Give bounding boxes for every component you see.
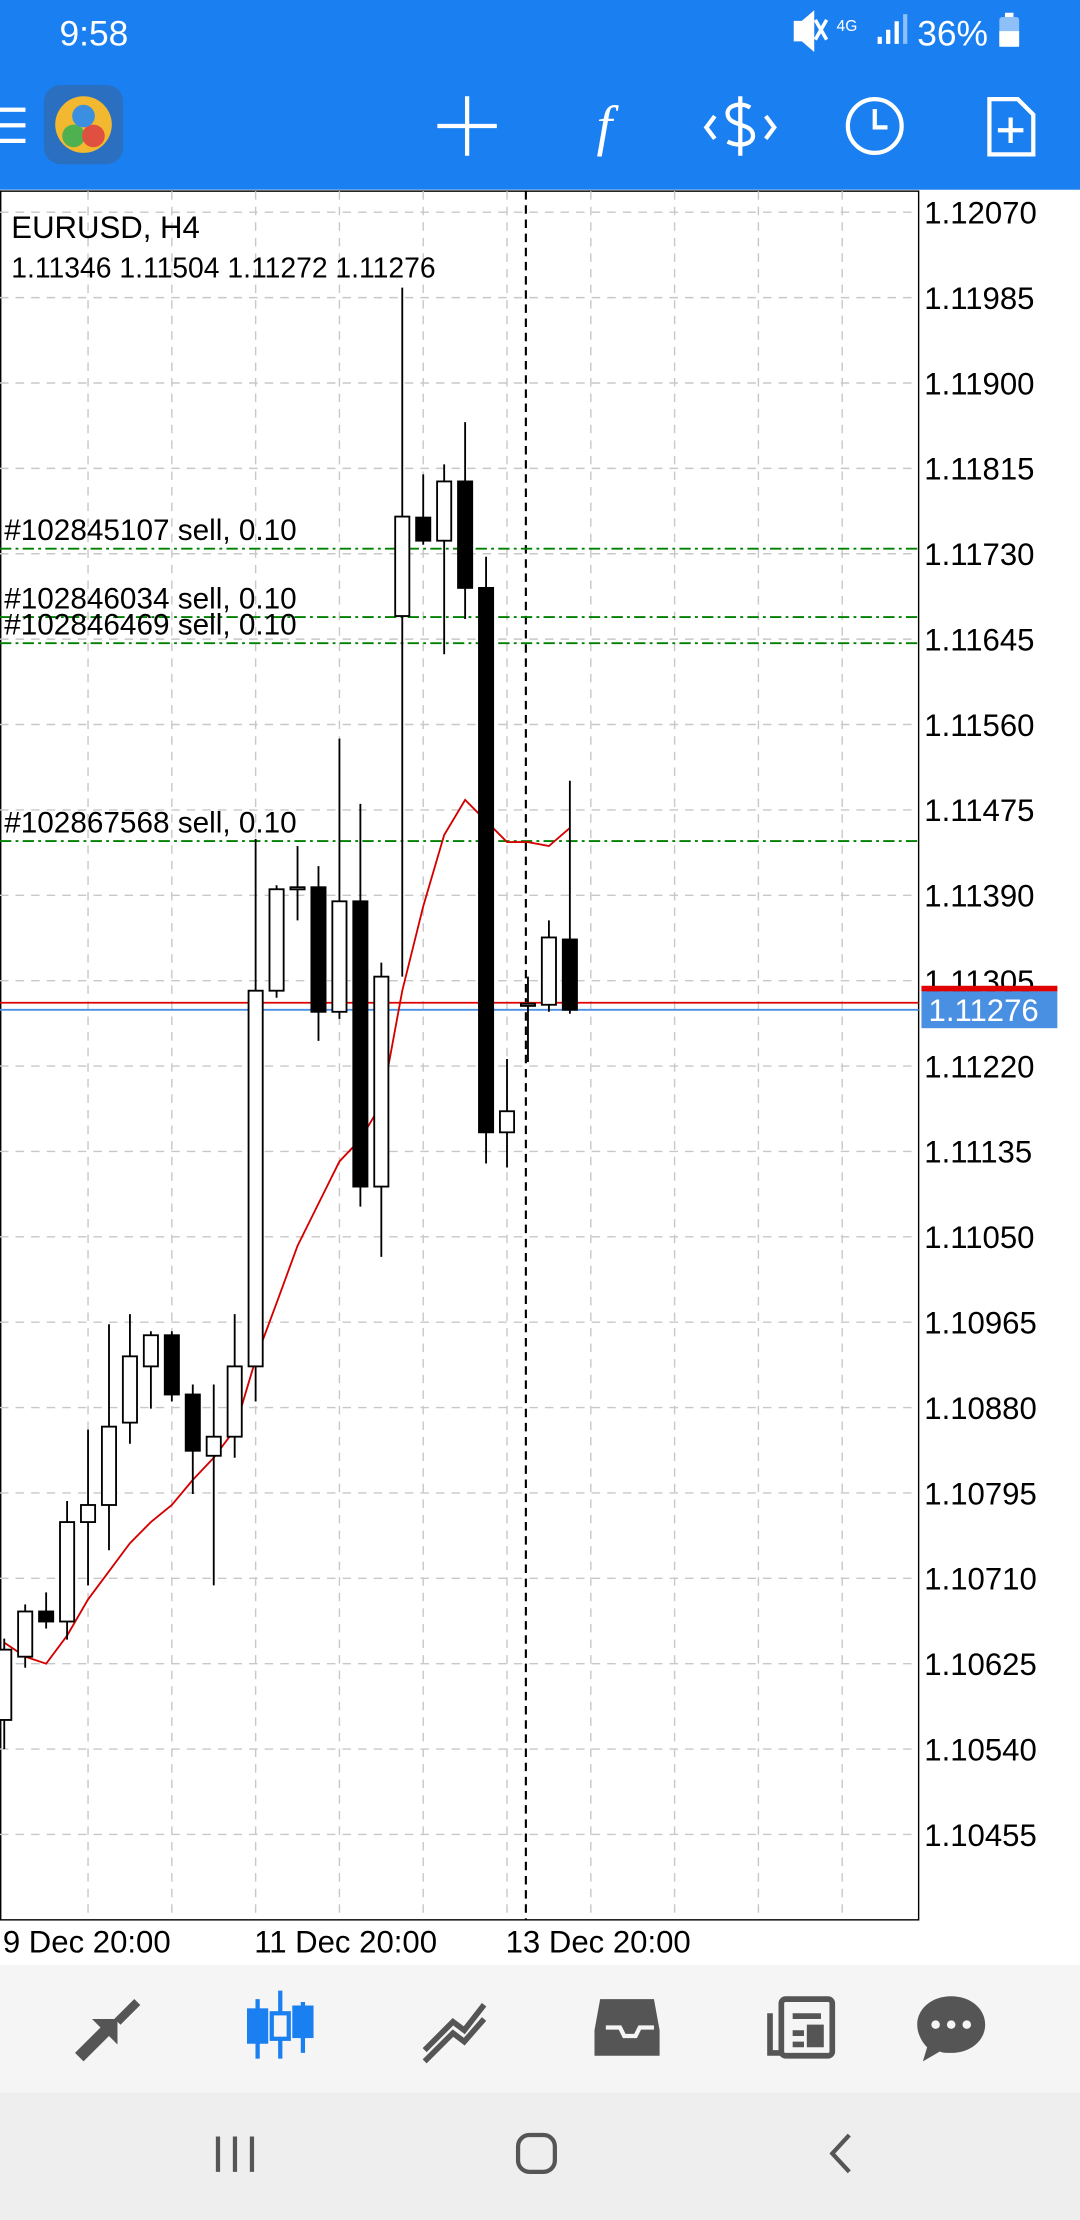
system-nav [0, 2092, 1080, 2220]
mute-icon [793, 10, 829, 52]
candle-body [268, 888, 285, 992]
candle-body [352, 900, 369, 1188]
candle-body [226, 1365, 243, 1438]
network-type: 4G [837, 18, 858, 35]
x-tick-label: 13 Dec 20:00 [506, 1924, 691, 1959]
candle-body [247, 989, 264, 1368]
plot-area [0, 190, 920, 1921]
candle-body [100, 1425, 117, 1506]
candle-body [289, 886, 306, 891]
y-tick-label: 1.11900 [924, 366, 1034, 401]
candle-body [415, 516, 432, 542]
y-tick-label: 1.11475 [924, 793, 1034, 828]
bid-label-bg [921, 991, 1058, 1029]
ask-marker [921, 985, 1058, 992]
candle-body [331, 900, 348, 1013]
candle-body [436, 480, 453, 542]
x-tick-label: 11 Dec 20:00 [254, 1924, 437, 1959]
candle-body [561, 938, 578, 1011]
y-tick-label: 1.11985 [924, 281, 1034, 316]
trade-button[interactable] [703, 96, 777, 156]
moving-average [3, 798, 571, 1665]
candle-body [499, 1110, 516, 1134]
candle-body [457, 480, 474, 589]
order-label: #102846034 sell, 0.10 [4, 583, 296, 616]
candle-body [142, 1334, 159, 1368]
y-tick-label: 1.11815 [924, 452, 1034, 487]
y-tick-label: 1.11135 [924, 1135, 1032, 1170]
candle-body [163, 1334, 180, 1396]
bottom-nav [0, 1965, 1080, 2093]
y-tick-label: 1.10880 [924, 1391, 1037, 1426]
y-tick-label: 1.11560 [924, 708, 1034, 743]
order-label: #102867568 sell, 0.10 [4, 807, 296, 840]
chart-title: EURUSD, H4 [11, 210, 199, 245]
y-tick-label: 1.11050 [924, 1220, 1034, 1255]
signal-icon [877, 14, 908, 44]
candle-body [478, 586, 495, 1134]
app-bar [0, 0, 1080, 190]
chart-tab[interactable] [246, 1990, 314, 2059]
period-button[interactable] [845, 96, 904, 156]
chat-tab[interactable] [917, 1996, 986, 2062]
candle-body [59, 1521, 76, 1623]
candle-body [80, 1504, 97, 1523]
y-tick-label: 1.11220 [924, 1049, 1034, 1084]
candle-body [394, 515, 411, 617]
trade-tab[interactable] [422, 2003, 487, 2064]
quotes-tab[interactable] [75, 1998, 141, 2062]
candle-body [184, 1393, 201, 1452]
candle-body [38, 1610, 55, 1623]
history-tab[interactable] [594, 1999, 660, 2056]
y-tick-label: 1.10965 [924, 1306, 1037, 1341]
status-time: 9:58 [59, 14, 128, 53]
battery-text: 36% [917, 14, 988, 53]
y-tick-label: 1.10540 [924, 1732, 1037, 1767]
chart-subtitle: 1.11346 1.11504 1.11272 1.11276 [11, 251, 435, 283]
candle-body [310, 886, 327, 1013]
home-button[interactable] [515, 2132, 557, 2174]
back-button[interactable] [829, 2133, 851, 2174]
candle-body [519, 1002, 536, 1007]
menu-button[interactable] [0, 107, 26, 143]
recents-button[interactable] [215, 2136, 255, 2172]
y-tick-label: 1.10625 [924, 1647, 1037, 1682]
y-tick-label: 1.11390 [924, 879, 1034, 914]
app-logo[interactable] [43, 84, 124, 165]
candle-body [17, 1610, 34, 1658]
y-tick-label: 1.10455 [924, 1818, 1037, 1853]
order-label: #102846469 sell, 0.10 [4, 609, 296, 642]
candle-body [373, 975, 390, 1188]
x-tick-label: 9 Dec 20:00 [3, 1924, 171, 1959]
crosshair-button[interactable] [437, 96, 497, 156]
candle-body [205, 1435, 222, 1457]
y-tick-label: 1.12070 [924, 196, 1037, 231]
y-tick-label: 1.11730 [924, 537, 1034, 572]
candle-body [121, 1355, 138, 1424]
bid-label: 1.11276 [929, 993, 1039, 1028]
y-tick-label: 1.10710 [924, 1562, 1037, 1597]
candle-body [0, 1648, 13, 1721]
new-order-button[interactable] [987, 96, 1036, 157]
y-tick-label: 1.10795 [924, 1476, 1037, 1511]
battery-icon [999, 12, 1020, 47]
order-label: #102845107 sell, 0.10 [4, 514, 296, 547]
chart: #102845107 sell, 0.10 #102846034 sell, 0.… [0, 191, 919, 1920]
candle-body [540, 936, 557, 1006]
y-tick-label: 1.11645 [924, 622, 1034, 657]
news-tab[interactable] [767, 1996, 836, 2059]
